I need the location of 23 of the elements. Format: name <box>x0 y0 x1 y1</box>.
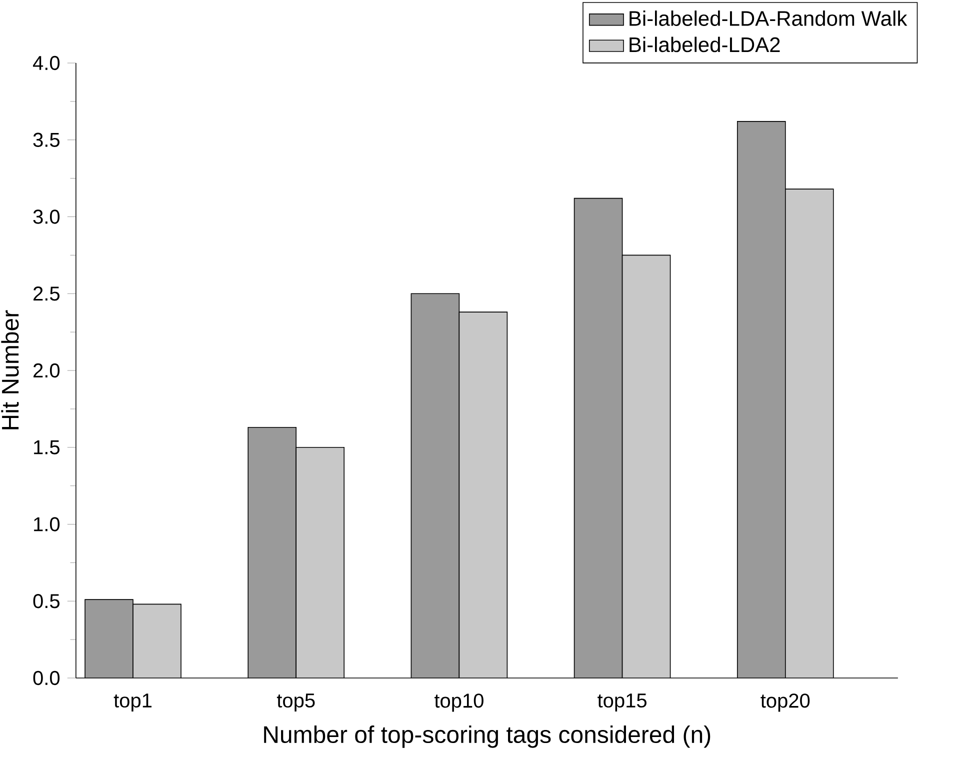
y-tick-label: 0.5 <box>33 594 60 608</box>
y-tick-label: 1.5 <box>34 440 60 454</box>
x-axis-title: Number of top-scoring tags considered (n) <box>264 725 710 748</box>
x-tick-label: top20 <box>760 694 810 712</box>
y-tick-label: 2.5 <box>34 286 60 301</box>
bar <box>133 604 181 678</box>
legend-label: Bi-labeled-LDA-Random Walk <box>630 10 908 26</box>
bar <box>296 447 344 678</box>
y-tick-label: 0.0 <box>33 670 60 686</box>
x-tick-label: top15 <box>598 694 646 712</box>
bar <box>784 188 834 678</box>
x-tick-label: top1 <box>114 694 152 712</box>
bar <box>622 255 670 678</box>
y-tick-label: 2.0 <box>34 363 60 378</box>
bar <box>459 312 508 678</box>
x-tick-label: top5 <box>276 694 315 712</box>
y-tick-label: 1.0 <box>34 517 60 532</box>
y-tick-label: 3.5 <box>33 132 60 147</box>
y-tick-label: 4.0 <box>32 56 60 70</box>
x-tick-label: top10 <box>434 694 484 712</box>
y-axis-title: Hit Number <box>1 310 19 430</box>
y-tick-label: 3.0 <box>33 210 60 224</box>
legend-label: Bi-labeled-LDA2 <box>630 36 780 52</box>
